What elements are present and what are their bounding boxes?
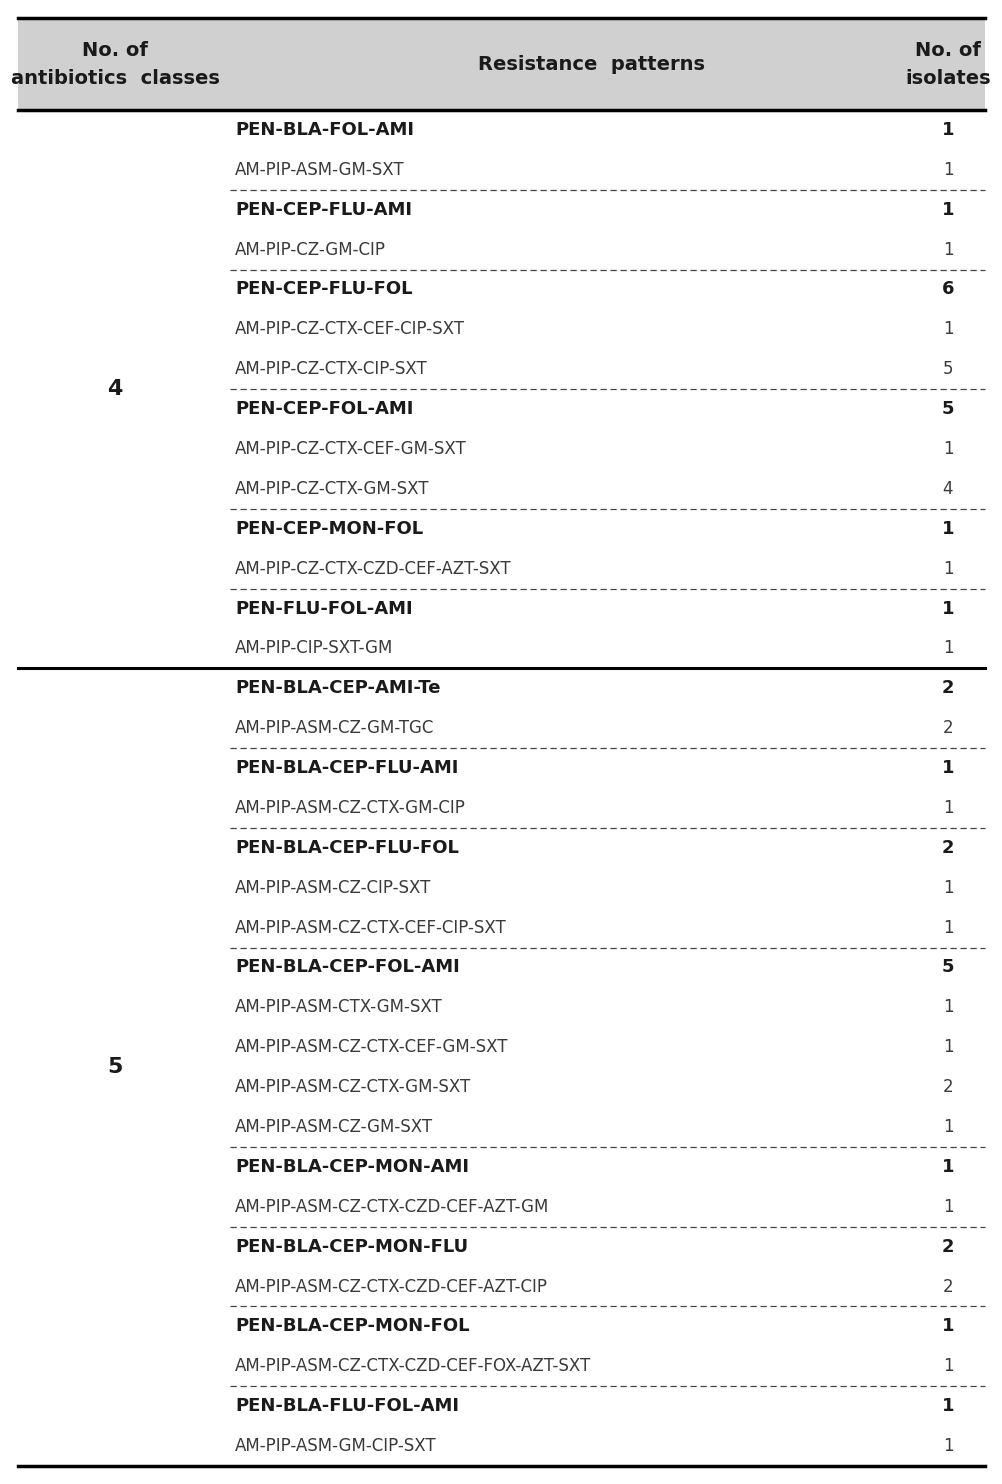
Text: AM-PIP-ASM-CZ-CTX-CEF-CIP-SXT: AM-PIP-ASM-CZ-CTX-CEF-CIP-SXT bbox=[234, 919, 506, 936]
Text: AM-PIP-ASM-CZ-GM-SXT: AM-PIP-ASM-CZ-GM-SXT bbox=[234, 1117, 433, 1135]
Text: No. of: No. of bbox=[914, 40, 980, 59]
Text: 5: 5 bbox=[941, 401, 953, 418]
Text: PEN-CEP-MON-FOL: PEN-CEP-MON-FOL bbox=[234, 519, 423, 537]
Text: AM-PIP-ASM-CZ-CTX-CEF-GM-SXT: AM-PIP-ASM-CZ-CTX-CEF-GM-SXT bbox=[234, 1039, 508, 1057]
Text: 2: 2 bbox=[941, 680, 953, 697]
Text: isolates: isolates bbox=[904, 68, 990, 88]
Text: AM-PIP-CZ-CTX-CIP-SXT: AM-PIP-CZ-CTX-CIP-SXT bbox=[234, 361, 427, 378]
Text: Resistance  patterns: Resistance patterns bbox=[478, 55, 704, 74]
Text: PEN-BLA-FLU-FOL-AMI: PEN-BLA-FLU-FOL-AMI bbox=[234, 1396, 459, 1416]
Text: 4: 4 bbox=[942, 479, 952, 499]
Text: PEN-BLA-CEP-MON-FOL: PEN-BLA-CEP-MON-FOL bbox=[234, 1318, 469, 1336]
Text: 1: 1 bbox=[942, 1039, 952, 1057]
Text: AM-PIP-ASM-CZ-CIP-SXT: AM-PIP-ASM-CZ-CIP-SXT bbox=[234, 879, 431, 896]
Text: AM-PIP-CIP-SXT-GM: AM-PIP-CIP-SXT-GM bbox=[234, 640, 393, 657]
Text: 5: 5 bbox=[107, 1057, 122, 1077]
Text: AM-PIP-ASM-CZ-CTX-GM-SXT: AM-PIP-ASM-CZ-CTX-GM-SXT bbox=[234, 1077, 471, 1097]
Text: 1: 1 bbox=[941, 519, 953, 537]
Text: No. of: No. of bbox=[82, 40, 147, 59]
Text: 1: 1 bbox=[942, 1117, 952, 1135]
Text: 1: 1 bbox=[942, 640, 952, 657]
Text: 1: 1 bbox=[941, 120, 953, 139]
Text: 1: 1 bbox=[942, 439, 952, 459]
Text: 2: 2 bbox=[941, 1238, 953, 1255]
Text: 1: 1 bbox=[942, 1358, 952, 1376]
Text: PEN-BLA-CEP-FLU-FOL: PEN-BLA-CEP-FLU-FOL bbox=[234, 838, 459, 856]
Text: 1: 1 bbox=[941, 1318, 953, 1336]
Text: 1: 1 bbox=[942, 321, 952, 338]
Text: 1: 1 bbox=[942, 1437, 952, 1454]
Text: 1: 1 bbox=[942, 559, 952, 577]
Text: 2: 2 bbox=[942, 720, 952, 738]
Text: PEN-BLA-CEP-MON-AMI: PEN-BLA-CEP-MON-AMI bbox=[234, 1158, 469, 1175]
Text: 6: 6 bbox=[941, 280, 953, 298]
Text: AM-PIP-ASM-CTX-GM-SXT: AM-PIP-ASM-CTX-GM-SXT bbox=[234, 999, 442, 1017]
Text: 1: 1 bbox=[941, 200, 953, 218]
Text: 1: 1 bbox=[941, 600, 953, 617]
Text: AM-PIP-ASM-GM-SXT: AM-PIP-ASM-GM-SXT bbox=[234, 160, 404, 180]
Text: PEN-CEP-FLU-AMI: PEN-CEP-FLU-AMI bbox=[234, 200, 412, 218]
Text: 1: 1 bbox=[941, 1396, 953, 1416]
Text: PEN-FLU-FOL-AMI: PEN-FLU-FOL-AMI bbox=[234, 600, 412, 617]
Text: PEN-BLA-CEP-AMI-Te: PEN-BLA-CEP-AMI-Te bbox=[234, 680, 440, 697]
Text: 5: 5 bbox=[942, 361, 952, 378]
Text: 2: 2 bbox=[941, 838, 953, 856]
Text: 5: 5 bbox=[941, 959, 953, 976]
Text: 1: 1 bbox=[942, 1198, 952, 1215]
Text: AM-PIP-ASM-GM-CIP-SXT: AM-PIP-ASM-GM-CIP-SXT bbox=[234, 1437, 436, 1454]
Text: 4: 4 bbox=[107, 380, 122, 399]
Text: 2: 2 bbox=[942, 1077, 952, 1097]
Text: PEN-CEP-FOL-AMI: PEN-CEP-FOL-AMI bbox=[234, 401, 413, 418]
Text: AM-PIP-ASM-CZ-CTX-CZD-CEF-FOX-AZT-SXT: AM-PIP-ASM-CZ-CTX-CZD-CEF-FOX-AZT-SXT bbox=[234, 1358, 590, 1376]
Text: AM-PIP-ASM-CZ-CTX-CZD-CEF-AZT-GM: AM-PIP-ASM-CZ-CTX-CZD-CEF-AZT-GM bbox=[234, 1198, 549, 1215]
Text: AM-PIP-ASM-CZ-CTX-CZD-CEF-AZT-CIP: AM-PIP-ASM-CZ-CTX-CZD-CEF-AZT-CIP bbox=[234, 1278, 547, 1296]
Text: 1: 1 bbox=[942, 798, 952, 816]
Text: 2: 2 bbox=[942, 1278, 952, 1296]
Text: AM-PIP-CZ-CTX-CEF-GM-SXT: AM-PIP-CZ-CTX-CEF-GM-SXT bbox=[234, 439, 466, 459]
Text: PEN-BLA-CEP-MON-FLU: PEN-BLA-CEP-MON-FLU bbox=[234, 1238, 468, 1255]
Text: PEN-CEP-FLU-FOL: PEN-CEP-FLU-FOL bbox=[234, 280, 412, 298]
Text: AM-PIP-CZ-GM-CIP: AM-PIP-CZ-GM-CIP bbox=[234, 240, 386, 258]
Text: 1: 1 bbox=[942, 999, 952, 1017]
Text: antibiotics  classes: antibiotics classes bbox=[11, 68, 219, 88]
Text: PEN-BLA-CEP-FOL-AMI: PEN-BLA-CEP-FOL-AMI bbox=[234, 959, 459, 976]
Text: 1: 1 bbox=[941, 1158, 953, 1175]
Text: AM-PIP-ASM-CZ-CTX-GM-CIP: AM-PIP-ASM-CZ-CTX-GM-CIP bbox=[234, 798, 465, 816]
Text: 1: 1 bbox=[942, 240, 952, 258]
Text: AM-PIP-CZ-CTX-GM-SXT: AM-PIP-CZ-CTX-GM-SXT bbox=[234, 479, 429, 499]
Text: 1: 1 bbox=[942, 160, 952, 180]
Text: AM-PIP-CZ-CTX-CZD-CEF-AZT-SXT: AM-PIP-CZ-CTX-CZD-CEF-AZT-SXT bbox=[234, 559, 511, 577]
Text: AM-PIP-ASM-CZ-GM-TGC: AM-PIP-ASM-CZ-GM-TGC bbox=[234, 720, 434, 738]
Text: PEN-BLA-CEP-FLU-AMI: PEN-BLA-CEP-FLU-AMI bbox=[234, 758, 458, 778]
Bar bbox=[18, 18, 984, 110]
Text: 1: 1 bbox=[942, 919, 952, 936]
Text: 1: 1 bbox=[941, 758, 953, 778]
Text: PEN-BLA-FOL-AMI: PEN-BLA-FOL-AMI bbox=[234, 120, 414, 139]
Text: 1: 1 bbox=[942, 879, 952, 896]
Text: AM-PIP-CZ-CTX-CEF-CIP-SXT: AM-PIP-CZ-CTX-CEF-CIP-SXT bbox=[234, 321, 465, 338]
